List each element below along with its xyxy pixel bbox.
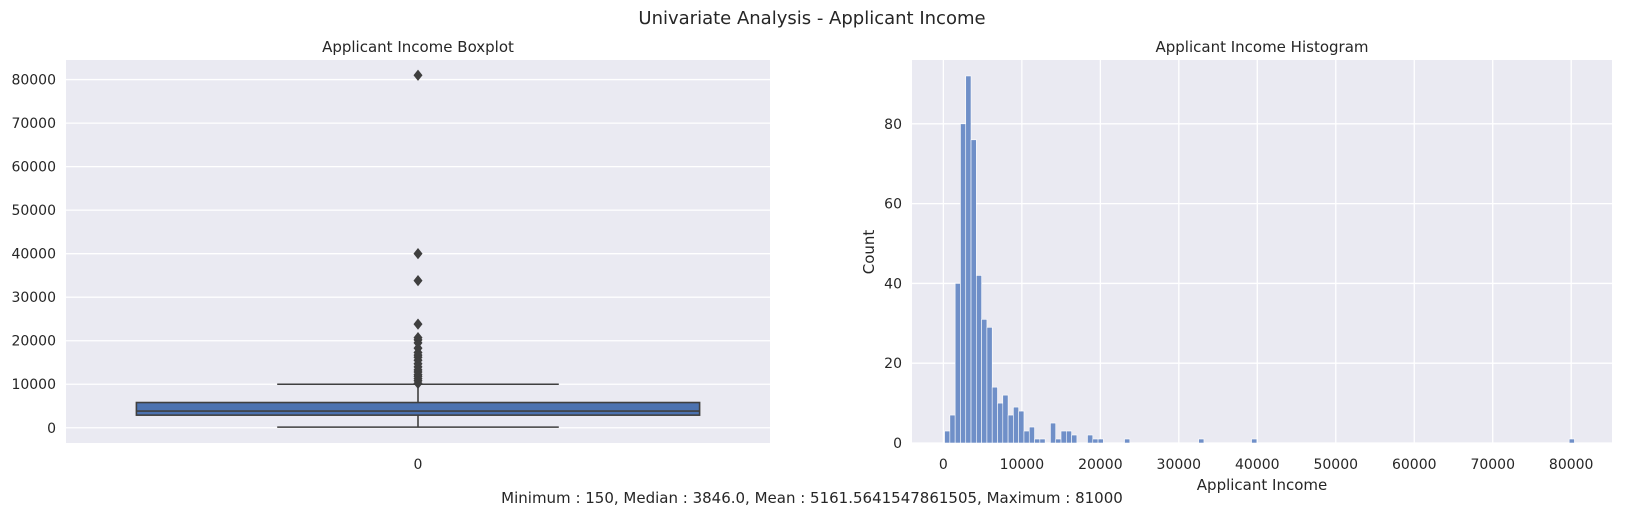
- histogram-title: Applicant Income Histogram: [1155, 38, 1368, 56]
- histogram-bar: [1050, 422, 1057, 444]
- histogram-bar: [981, 319, 988, 444]
- boxplot-outlier-point: [413, 318, 423, 330]
- boxplot-y-tick-label: 70000: [11, 116, 56, 132]
- histogram-bar: [1087, 434, 1094, 444]
- boxplot-y-tick-label: 30000: [11, 290, 56, 306]
- boxplot-x-tick-labels: 0: [414, 457, 423, 473]
- histogram-x-axis-label: Applicant Income: [1197, 476, 1327, 494]
- histogram-y-tick-label: 0: [893, 436, 902, 452]
- histogram-y-tick-label: 60: [884, 197, 902, 213]
- histogram-y-tick-labels: 0 20 40 60 80: [884, 117, 902, 452]
- histogram-bar: [954, 283, 961, 444]
- histogram-x-tick-labels: 0 10000 20000 30000 40000 50000 60000 70000 8000…: [939, 457, 1594, 473]
- histogram-bar: [1251, 438, 1258, 444]
- histogram-bar: [1002, 394, 1009, 444]
- histogram-y-tick-label: 40: [884, 276, 902, 292]
- boxplot-y-tick-label: 20000: [11, 334, 56, 350]
- histogram-x-tick-label: 0: [939, 457, 948, 473]
- histogram-x-tick-label: 30000: [1157, 457, 1202, 473]
- histogram-bar: [1092, 438, 1099, 444]
- histogram-plot-area: [912, 60, 1612, 443]
- figure-title: Univariate Analysis - Applicant Income: [638, 8, 985, 29]
- boxplot-y-tick-label: 10000: [11, 377, 56, 393]
- histogram-bar: [1124, 438, 1131, 444]
- histogram-bar: [1097, 438, 1104, 444]
- histogram-bar: [1066, 430, 1072, 444]
- histogram-x-tick-label: 10000: [1000, 457, 1045, 473]
- histogram-x-tick-label: 80000: [1549, 457, 1594, 473]
- histogram-bar: [1018, 410, 1025, 444]
- boxplot-y-tick-label: 80000: [11, 73, 56, 89]
- boxplot-y-tick-label: 60000: [11, 160, 56, 176]
- histogram-bar: [944, 430, 951, 444]
- histogram-y-axis-label: Count: [860, 230, 878, 275]
- histogram-bar: [1007, 414, 1014, 444]
- histogram-bar: [1198, 438, 1205, 444]
- histogram-bar: [960, 123, 967, 444]
- histogram-x-tick-label: 20000: [1078, 457, 1123, 473]
- histogram-bar: [1023, 430, 1030, 444]
- boxplot-outlier-point: [413, 69, 423, 81]
- boxplot-y-tick-labels: 0 10000 20000 30000 40000 50000 60000 70000 8000…: [11, 73, 56, 437]
- histogram-x-tick-label: 60000: [1392, 457, 1437, 473]
- histogram-x-tick-label: 50000: [1313, 457, 1358, 473]
- histogram-x-tick-label: 40000: [1235, 457, 1280, 473]
- boxplot-marks: [135, 69, 701, 428]
- histogram-bar: [949, 414, 956, 444]
- histogram-bar: [1055, 438, 1062, 444]
- histogram-bar: [1071, 434, 1078, 444]
- boxplot-y-tick-label: 50000: [11, 203, 56, 219]
- boxplot-title: Applicant Income Boxplot: [322, 38, 514, 56]
- histogram-bar: [1013, 406, 1019, 444]
- boxplot-axes: 0 10000 20000 30000 40000 50000 60000 70000 8000…: [11, 38, 770, 473]
- boxplot-outlier-point: [413, 248, 423, 260]
- histogram-bar: [1028, 426, 1035, 444]
- boxplot-outlier-point: [413, 332, 423, 344]
- boxplot-x-tick-label: 0: [414, 457, 423, 473]
- histogram-x-tick-label: 70000: [1470, 457, 1515, 473]
- boxplot-outlier-point: [413, 275, 423, 287]
- boxplot-y-tick-label: 40000: [11, 247, 56, 263]
- histogram-bar: [1034, 438, 1041, 444]
- boxplot-y-tick-label: 0: [47, 421, 56, 437]
- histogram-bar: [965, 75, 972, 444]
- histogram-y-tick-label: 20: [884, 356, 902, 372]
- histogram-y-tick-label: 80: [884, 117, 902, 133]
- histogram-bar: [997, 402, 1004, 444]
- boxplot-box: [135, 401, 701, 416]
- histogram-bar: [986, 327, 993, 444]
- histogram-axes: 0 20 40 60 80 0 10000 20000 30000 40000 50000 6000…: [860, 38, 1612, 494]
- histogram-bar: [970, 139, 977, 444]
- histogram-bar: [976, 275, 982, 444]
- histogram-bar: [1039, 438, 1046, 444]
- histogram-bar: [991, 386, 998, 444]
- histogram-bar: [1568, 438, 1575, 444]
- summary-caption: Minimum : 150, Median : 3846.0, Mean : 5…: [501, 489, 1123, 507]
- histogram-bars: [944, 75, 1575, 444]
- histogram-bar: [1060, 430, 1067, 444]
